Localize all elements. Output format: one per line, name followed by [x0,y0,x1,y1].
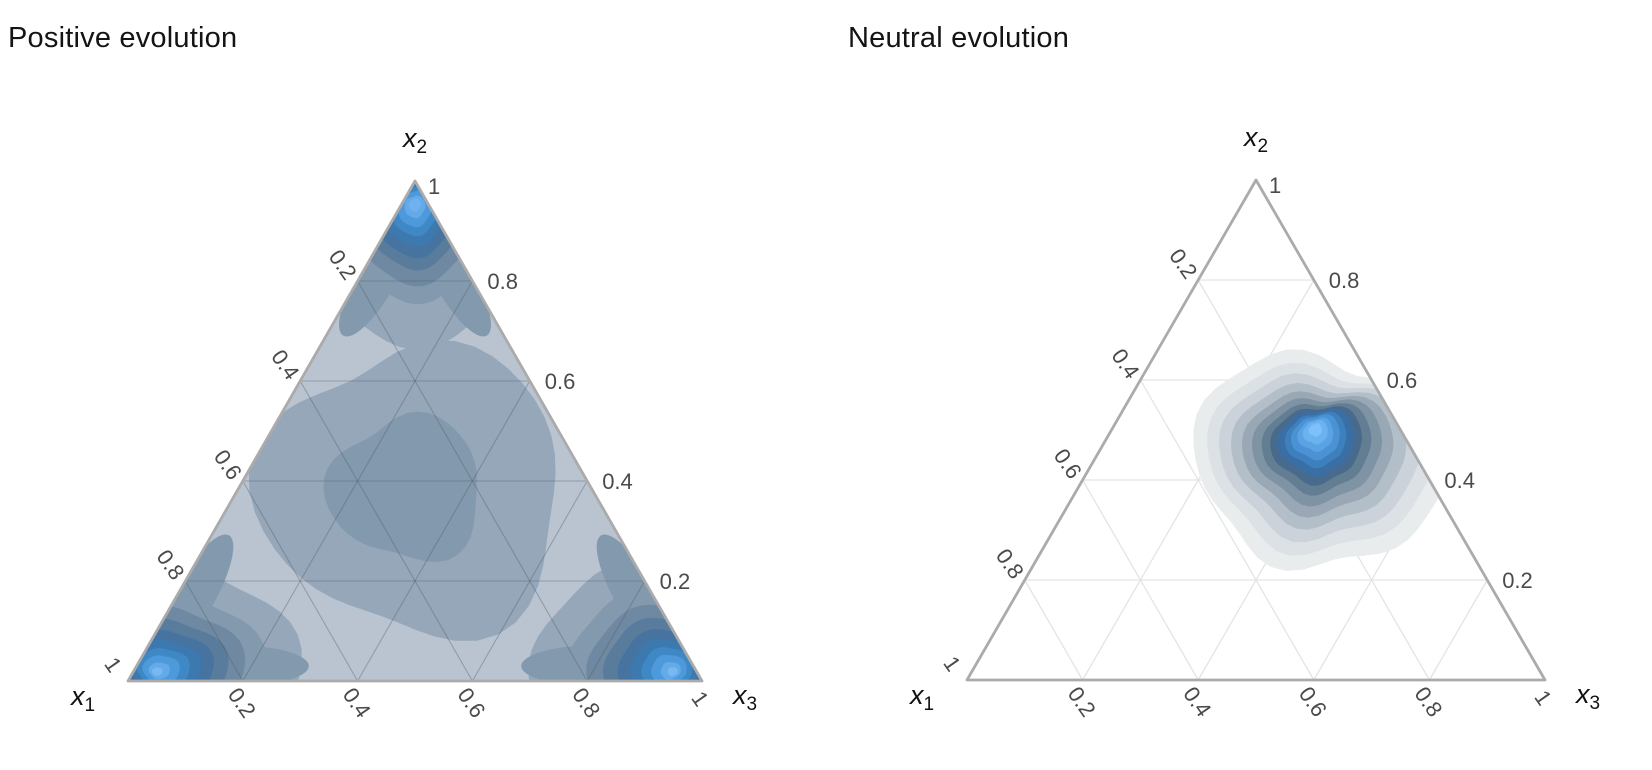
grid-line [242,480,359,682]
grid-line [471,480,588,682]
grid-line [184,580,244,682]
grid-line [242,280,473,682]
axis-label-x2: x2 [401,123,427,158]
grid-line [586,580,646,682]
tick-label: 0.6 [1294,682,1332,721]
tick-label: 1 [99,653,127,677]
tick-label: 1 [1269,173,1281,198]
axis-label-x2: x2 [1242,122,1268,157]
grid-line [1139,379,1315,681]
tick-label: 0.2 [223,683,261,722]
panel-neutral: 0.20.20.20.40.40.40.60.60.60.80.80.8111x… [908,122,1600,721]
grid-line [1082,479,1199,681]
tick-label: 0.8 [991,544,1029,583]
contour-ring [323,411,477,562]
tick-label: 1 [1529,686,1557,710]
tick-label: 0.8 [1410,682,1448,721]
tick-label: 1 [428,174,440,199]
panel-title-neutral: Neutral evolution [848,22,1070,54]
grid-line [357,280,588,682]
tick-label: 0.4 [266,345,304,384]
panel-title-positive: Positive evolution [8,22,238,54]
tick-label: 0.4 [1178,682,1216,721]
contour-ring [151,667,163,676]
tick-label: 0.6 [545,369,576,394]
triangle-border [126,179,704,683]
grid-line [357,380,531,682]
tick-label: 0.4 [602,469,633,494]
tick-label: 0.6 [1049,444,1087,483]
tick-label: 0.6 [209,445,247,484]
tick-label: 1 [686,687,714,711]
tick-label: 1 [938,652,966,676]
tick-label: 0.4 [1107,344,1145,383]
axis-label-x1: x1 [69,681,95,716]
density-contours [128,181,702,681]
contour-ring [667,667,678,677]
tick-label: 0.8 [152,545,190,584]
grid-lines [184,280,646,682]
panel-positive: 0.20.20.20.40.40.40.60.60.60.80.80.8111x… [69,123,757,722]
tick-label: 0.8 [487,269,518,294]
grid-line [299,380,473,682]
tick-label: 0.2 [1063,682,1101,721]
tick-label: 0.2 [324,245,362,284]
grid-line [1428,579,1488,681]
axis-label-x1: x1 [908,680,934,715]
tick-label: 0.8 [1329,268,1360,293]
tick-label: 0.6 [453,683,491,722]
tick-label: 0.8 [567,683,605,722]
tick-label: 0.2 [1502,568,1533,593]
triangle-border [965,178,1547,682]
grid-line [1024,579,1084,681]
contour-ring [409,198,422,212]
tick-label: 0.6 [1387,368,1418,393]
tick-label: 0.2 [1164,244,1202,283]
axis-label-x3: x3 [731,680,757,715]
axis-label-x3: x3 [1574,679,1600,714]
contour-ring [1308,423,1322,437]
tick-label: 0.4 [1444,468,1475,493]
tick-label: 0.4 [338,683,376,722]
tick-label: 0.2 [660,569,691,594]
